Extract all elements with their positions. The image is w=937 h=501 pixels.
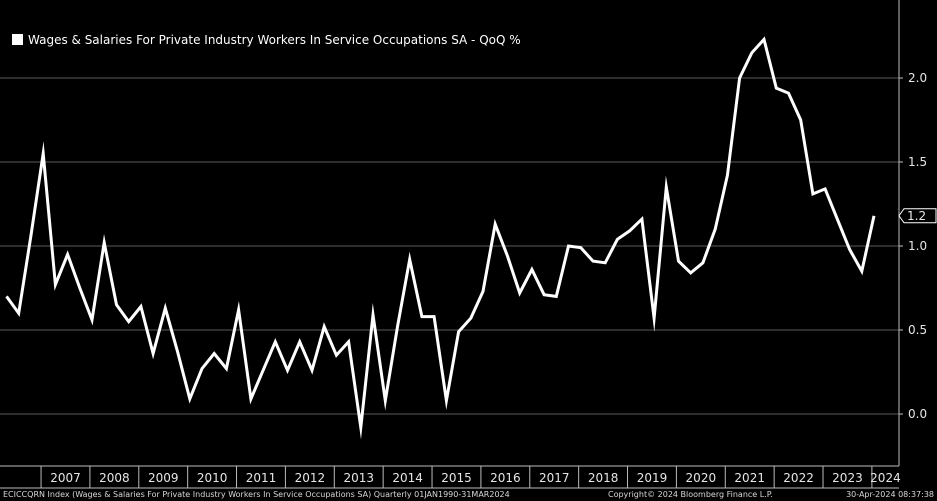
x-tick-label: 2011	[246, 471, 277, 485]
legend-swatch	[12, 34, 23, 45]
footer-source: ECICCQRN Index (Wages & Salaries For Pri…	[3, 490, 510, 499]
legend-label: Wages & Salaries For Private Industry Wo…	[28, 33, 521, 47]
x-tick-label: 2015	[441, 471, 472, 485]
x-tick-label: 2009	[148, 471, 179, 485]
series-layer	[5, 36, 876, 440]
y-tick-label: 2.0	[908, 71, 927, 85]
x-tick-label: 2008	[99, 471, 130, 485]
x-tick-label: 2013	[343, 471, 374, 485]
x-tick-label: 2020	[686, 471, 717, 485]
x-tick-label: 2023	[832, 471, 863, 485]
legend: Wages & Salaries For Private Industry Wo…	[7, 28, 531, 53]
x-tick-label: 2018	[588, 471, 619, 485]
footer: ECICCQRN Index (Wages & Salaries For Pri…	[3, 490, 934, 499]
y-axis: 0.0 0.5 1.0 1.5 2.0	[898, 0, 927, 466]
last-value-box	[898, 208, 937, 224]
legend-background	[7, 28, 531, 53]
last-value-marker: 1.2	[898, 208, 937, 224]
series-line	[5, 36, 876, 440]
y-tick-label: 1.0	[908, 239, 927, 253]
x-tick-label: 2007	[50, 471, 81, 485]
x-tick-label: 2024	[870, 471, 901, 485]
x-tick-label: 2010	[197, 471, 228, 485]
x-tick-label: 2019	[637, 471, 668, 485]
y-tick-label: 0.5	[908, 323, 927, 337]
x-tick-label: 2012	[295, 471, 326, 485]
x-axis: 2007 2008 2009 2010 2011 2012 2013 2014 2015 2016…	[0, 465, 901, 489]
y-tick-label: 1.5	[908, 155, 927, 169]
x-tick-label: 2017	[539, 471, 570, 485]
footer-timestamp: 30-Apr-2024 08:37:38	[846, 490, 934, 499]
gridlines	[0, 77, 899, 415]
x-tick-label: 2021	[734, 471, 765, 485]
x-tick-label: 2014	[392, 471, 423, 485]
y-tick-label: 0.0	[908, 407, 927, 421]
last-value-label: 1.2	[907, 209, 926, 223]
x-tick-label: 2022	[783, 471, 814, 485]
footer-copyright: Copyright© 2024 Bloomberg Finance L.P.	[608, 490, 773, 499]
x-tick-label: 2016	[490, 471, 521, 485]
